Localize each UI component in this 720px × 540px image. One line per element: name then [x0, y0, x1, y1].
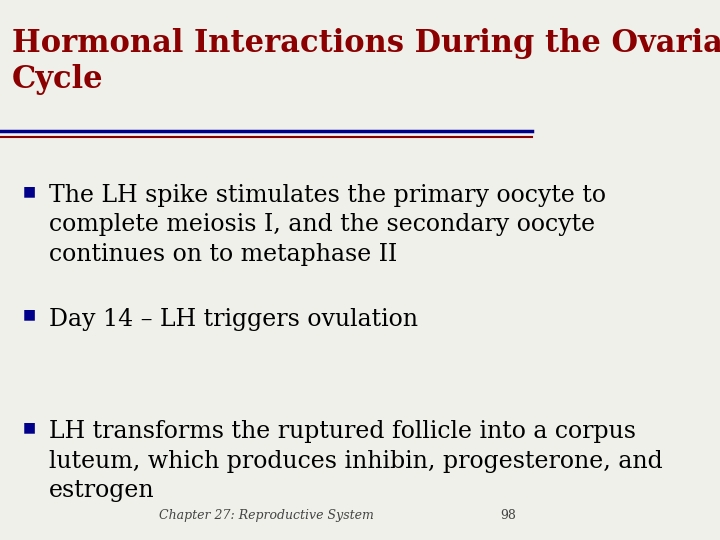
Text: LH transforms the ruptured follicle into a corpus
luteum, which produces inhibin: LH transforms the ruptured follicle into… [49, 421, 663, 502]
Text: ■: ■ [22, 184, 36, 198]
Text: Chapter 27: Reproductive System: Chapter 27: Reproductive System [159, 510, 374, 523]
Text: Day 14 – LH triggers ovulation: Day 14 – LH triggers ovulation [49, 308, 418, 330]
Text: ■: ■ [22, 421, 36, 434]
Text: ■: ■ [22, 308, 36, 322]
Text: Hormonal Interactions During the Ovarian
Cycle: Hormonal Interactions During the Ovarian… [12, 28, 720, 95]
Text: The LH spike stimulates the primary oocyte to
complete meiosis I, and the second: The LH spike stimulates the primary oocy… [49, 184, 606, 266]
Text: 98: 98 [500, 510, 516, 523]
